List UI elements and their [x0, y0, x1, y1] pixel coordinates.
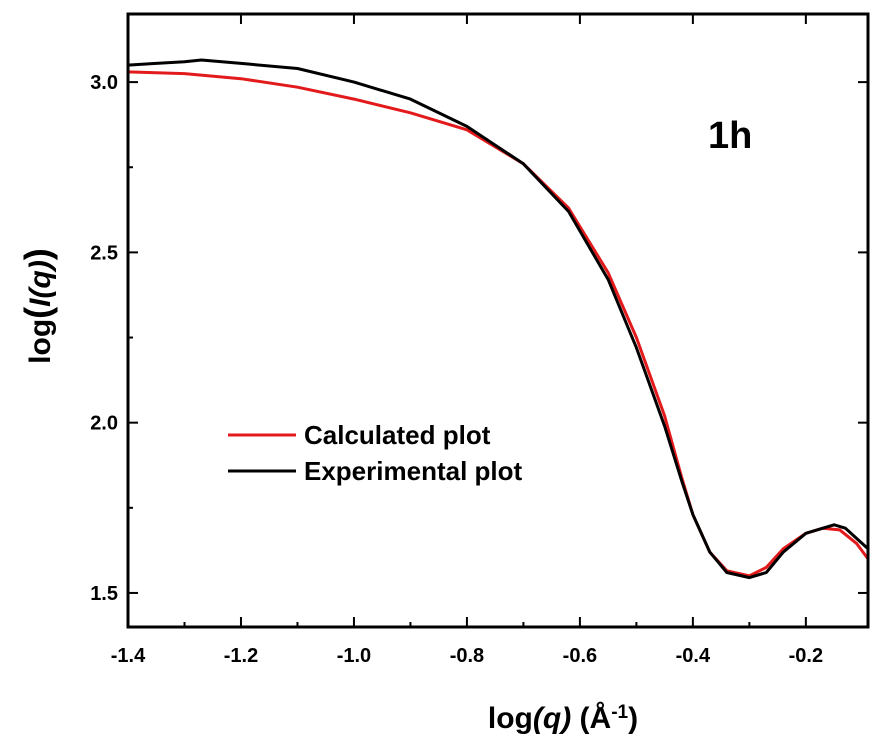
x-axis: -1.4 -1.2 -1.0 -0.8 -0.6 -0.4 -0.2: [111, 14, 823, 667]
legend: Calculated plot Experimental plot: [228, 420, 522, 486]
legend-label-calculated: Calculated plot: [304, 420, 491, 450]
x-tick-label: -0.4: [676, 645, 711, 667]
x-tick-label: -1.4: [111, 645, 146, 667]
y-tick-label: 2.0: [90, 413, 118, 435]
annotation-label: 1h: [708, 115, 752, 157]
y-tick-label: 3.0: [90, 72, 118, 94]
x-axis-title-prefix: log: [488, 702, 533, 735]
x-tick-label: -1.0: [337, 645, 371, 667]
x-tick-label: -0.8: [450, 645, 484, 667]
y-axis-title-open: (: [17, 307, 58, 319]
plot-frame: [126, 12, 870, 629]
series-line-experimental: [126, 58, 870, 580]
y-tick-label: 1.5: [90, 583, 118, 605]
x-axis-title: log(q) (Å-1): [488, 702, 638, 736]
series-layer: [126, 58, 870, 580]
x-tick-label: -1.2: [224, 645, 258, 667]
x-axis-title-unit-exp: -1: [611, 702, 628, 723]
legend-label-experimental: Experimental plot: [304, 456, 522, 486]
y-axis: 1.5 2.0 2.5 3.0: [90, 72, 868, 605]
x-axis-title-unit-open: (Å: [571, 702, 611, 735]
x-tick-label: -0.6: [563, 645, 597, 667]
x-axis-title-unit-close: ): [628, 702, 638, 735]
x-tick-label: -0.2: [789, 645, 823, 667]
y-axis-title-prefix: log: [24, 319, 57, 364]
y-axis-title-close: ): [17, 248, 58, 260]
x-axis-title-var: (q): [533, 702, 571, 735]
y-tick-label: 2.5: [90, 242, 118, 264]
y-axis-title: log(I(q)): [17, 248, 58, 364]
y-axis-title-var: I(q): [24, 260, 57, 307]
